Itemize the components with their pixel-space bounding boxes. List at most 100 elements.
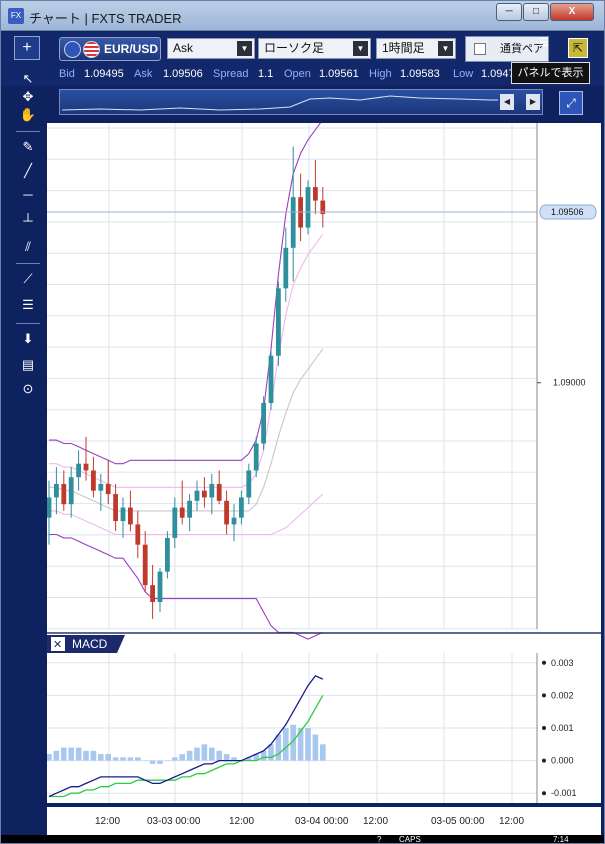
candle-body [128,507,133,525]
histogram-bar [231,757,237,761]
hand-icon[interactable]: ✋ [19,107,37,122]
candle-body [157,571,163,603]
time-axis: 12:00 03-03 00:00 12:00 03-04 00:00 12:00 03-… [47,807,601,835]
candle-body [224,500,229,525]
candle-body [290,197,296,248]
panel-display-button[interactable]: ⇱ [568,38,588,58]
close-icon: ✕ [53,639,62,651]
candle [283,227,289,302]
macd-header: ✕ MACD [47,635,125,653]
macd-tick-dot [542,791,546,796]
candle [261,396,266,451]
chevron-down-icon: ▼ [237,41,252,56]
currency-pair-button[interactable]: EUR/USD [59,37,161,61]
candle-body [165,537,170,572]
horizontal-line-icon[interactable]: ─ [23,187,33,202]
candle-body [91,470,96,491]
histogram-bar [290,724,296,761]
camera-icon[interactable]: ⊙ [22,381,34,396]
candle-body [202,490,207,498]
trendline-icon[interactable]: ╱ [24,163,32,178]
histogram-bar [194,747,200,761]
macd-tick-label: 0.000 [551,756,574,766]
macd-lines [48,674,324,798]
price-type-select[interactable]: Ask ▼ [167,38,255,59]
candle [128,490,133,532]
zoom-icon[interactable]: ⤢ [559,91,583,115]
candle [216,470,222,505]
candle [157,568,163,613]
histogram-bar [216,750,222,761]
histogram-bar [201,744,208,761]
candle-body [98,483,104,491]
pen-icon[interactable]: ✎ [22,139,34,154]
candle [239,490,244,525]
histogram-bar [135,757,141,761]
channel-icon[interactable]: ⫽ [25,239,31,254]
histogram-bar [223,754,230,761]
candle-body [246,470,252,498]
title-bar[interactable]: FX チャート | FXTS TRADER ─ □ X [1,1,604,31]
eu-flag-icon [64,41,81,58]
chart-type-select[interactable]: ローソク足 ▼ [258,38,371,59]
bollinger-bands [49,123,324,640]
candle-body [231,517,237,525]
candle [290,146,296,282]
list-icon[interactable]: ▤ [21,357,35,372]
maximize-button[interactable]: □ [523,3,549,21]
spread-value: 1.1 [258,68,274,80]
navigator-right-button[interactable]: ▶ [526,94,540,110]
timeframe-select[interactable]: 1時間足 ▼ [376,38,456,59]
macd-axis: 0.003 0.002 0.001 0.000 -0.001 [47,653,601,808]
candle-body [142,544,148,586]
add-chart-button[interactable]: + [14,36,40,60]
candle-body [239,497,244,518]
candle [268,349,274,410]
candle [142,531,148,592]
candle [68,467,74,518]
candle [54,467,59,515]
histogram-bar [105,754,111,761]
download-icon[interactable]: ⬇ [22,331,34,346]
cursor-cross-icon[interactable]: ✥ [22,89,34,104]
candle [172,497,178,549]
time-tick-label: 03-05 00:00 [431,816,485,827]
candle [83,436,89,481]
histogram-bar [275,734,282,761]
histogram-bar [253,754,259,761]
chart-navigator[interactable]: ◀ ▶ [59,89,543,115]
histogram-bar [260,750,267,761]
histogram-bar [164,760,171,762]
histogram-bar [68,747,74,761]
candle [61,470,67,511]
fan-icon[interactable]: ⟋ [23,271,33,286]
price-info-bar: Bid 1.09495 Ask 1.09506 Spread 1.1 Open … [1,64,604,86]
navigator-left-button[interactable]: ◀ [500,94,514,110]
vertical-line-icon[interactable]: ┴ [23,213,33,228]
histogram-bar [186,750,193,761]
candle [231,504,237,542]
currency-panel-checkbox[interactable] [474,43,486,55]
list-icon[interactable]: ☰ [539,37,549,49]
price-type-value: Ask [173,41,194,55]
minimize-button[interactable]: ─ [496,3,522,21]
fibonacci-icon[interactable]: ☰ [22,297,34,312]
cursor-arrow-icon[interactable]: ↖ [22,71,34,86]
close-button[interactable]: X [550,3,594,21]
candle-body [179,507,185,518]
band-lower1 [49,493,324,536]
histogram-bar [246,757,252,761]
candle-body [113,494,118,522]
candle-body [120,507,126,522]
taskbar: CAPS ? 7:14 [1,835,604,844]
macd-tick-label: 0.001 [551,723,574,733]
currency-panel-toggle[interactable]: 通貨ペア [465,36,549,62]
candle-body [194,490,200,501]
caps-indicator: CAPS [399,835,421,844]
candle [187,494,192,532]
macd-title: MACD [72,637,108,651]
help-icon[interactable]: ? [377,835,382,844]
candle-body [61,483,67,505]
price-tick-label: 1.09000 [553,378,586,388]
